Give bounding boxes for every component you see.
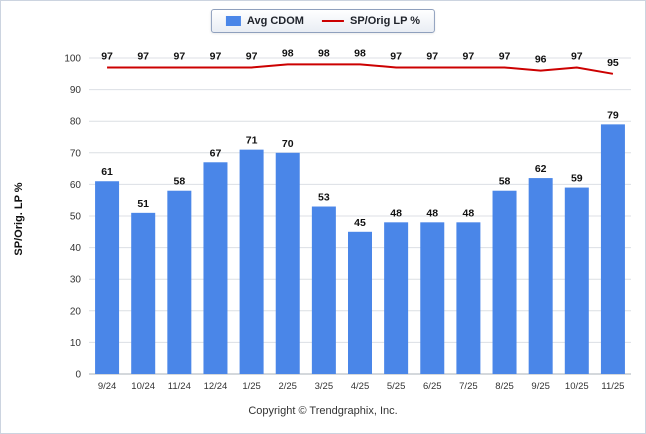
x-tick-label: 5/25	[387, 381, 406, 392]
legend-label-sp-orig-lp: SP/Orig LP %	[349, 15, 421, 27]
bar-value-label: 67	[210, 147, 222, 159]
bar	[456, 222, 481, 374]
line-value-label: 97	[101, 50, 113, 62]
bar	[203, 162, 228, 374]
bar	[167, 190, 192, 374]
y-axis-title: SP/Orig. LP %	[13, 182, 25, 256]
bar-value-label: 62	[535, 163, 547, 175]
bar-value-label: 45	[354, 217, 366, 229]
line-value-label: 97	[137, 50, 149, 62]
line-value-label: 98	[282, 47, 294, 59]
bar	[311, 206, 336, 374]
bar	[528, 178, 553, 374]
bar	[348, 231, 372, 374]
bar	[95, 181, 120, 374]
y-tick-label: 0	[75, 370, 81, 381]
x-tick-label: 11/25	[601, 381, 624, 392]
bar-value-label: 79	[607, 109, 619, 121]
x-tick-label: 8/25	[495, 381, 514, 392]
y-tick-label: 50	[70, 212, 82, 223]
bar	[131, 212, 156, 374]
bar	[600, 124, 625, 374]
line-value-label: 97	[246, 50, 258, 62]
bar-value-label: 48	[390, 207, 402, 219]
bar-value-label: 59	[571, 173, 583, 185]
line-value-label: 95	[607, 57, 619, 69]
legend-item-sp-orig-lp: SP/Orig LP %	[321, 15, 421, 27]
bar-value-label: 61	[101, 166, 113, 178]
chart-legend: Avg CDOM SP/Orig LP %	[210, 9, 436, 33]
bar	[275, 152, 300, 374]
x-tick-label: 1/25	[242, 381, 261, 392]
x-tick-label: 3/25	[315, 381, 334, 392]
bar-value-label: 58	[499, 176, 511, 188]
bar	[384, 222, 409, 374]
y-tick-label: 90	[70, 85, 82, 96]
x-tick-label: 10/24	[131, 381, 155, 392]
line-value-label: 97	[463, 50, 475, 62]
bar-value-label: 48	[463, 207, 475, 219]
sp-orig-lp-line	[107, 63, 614, 75]
bar	[239, 149, 264, 374]
y-tick-label: 70	[70, 148, 82, 159]
y-tick-label: 10	[70, 338, 82, 349]
x-tick-label: 7/25	[459, 381, 478, 392]
y-tick-label: 60	[70, 180, 82, 191]
copyright-text: Copyright © Trendgraphix, Inc.	[248, 405, 398, 417]
bar	[420, 222, 445, 374]
x-tick-label: 6/25	[423, 381, 442, 392]
y-tick-label: 30	[70, 275, 82, 286]
line-value-label: 97	[173, 50, 185, 62]
line-value-label: 97	[210, 50, 222, 62]
x-tick-label: 2/25	[278, 381, 297, 392]
legend-item-avg-cdom: Avg CDOM	[225, 15, 304, 27]
bar-value-label: 48	[426, 207, 438, 219]
legend-label-avg-cdom: Avg CDOM	[246, 15, 304, 27]
bar	[492, 190, 517, 374]
y-tick-label: 20	[70, 306, 82, 317]
x-tick-label: 4/25	[351, 381, 370, 392]
line-value-label: 97	[571, 50, 583, 62]
y-tick-label: 100	[64, 54, 81, 65]
x-tick-label: 10/25	[565, 381, 589, 392]
bar-value-label: 58	[173, 176, 185, 188]
line-value-label: 98	[354, 47, 366, 59]
line-value-label: 98	[318, 47, 330, 59]
bar-value-label: 53	[318, 192, 330, 204]
chart-canvas: 0 10 20 30 40 50 60 70 80 90 100 61 9/24 51 10/24 58 11/…	[64, 47, 631, 392]
y-tick-label: 40	[70, 243, 82, 254]
bar-value-label: 70	[282, 138, 294, 150]
bar-series-swatch-icon	[225, 16, 241, 26]
x-tick-label: 12/24	[204, 381, 228, 392]
x-tick-label: 11/24	[168, 381, 191, 392]
line-value-label: 97	[499, 50, 511, 62]
x-tick-label: 9/25	[531, 381, 550, 392]
line-value-label: 97	[426, 50, 438, 62]
line-value-label: 97	[390, 50, 402, 62]
line-value-label: 96	[535, 54, 547, 66]
bar-value-label: 71	[246, 135, 258, 147]
x-tick-label: 9/24	[98, 381, 117, 392]
y-tick-label: 80	[70, 117, 82, 128]
bar	[564, 187, 589, 374]
bar-value-label: 51	[137, 198, 149, 210]
line-series-swatch-icon	[321, 20, 344, 22]
